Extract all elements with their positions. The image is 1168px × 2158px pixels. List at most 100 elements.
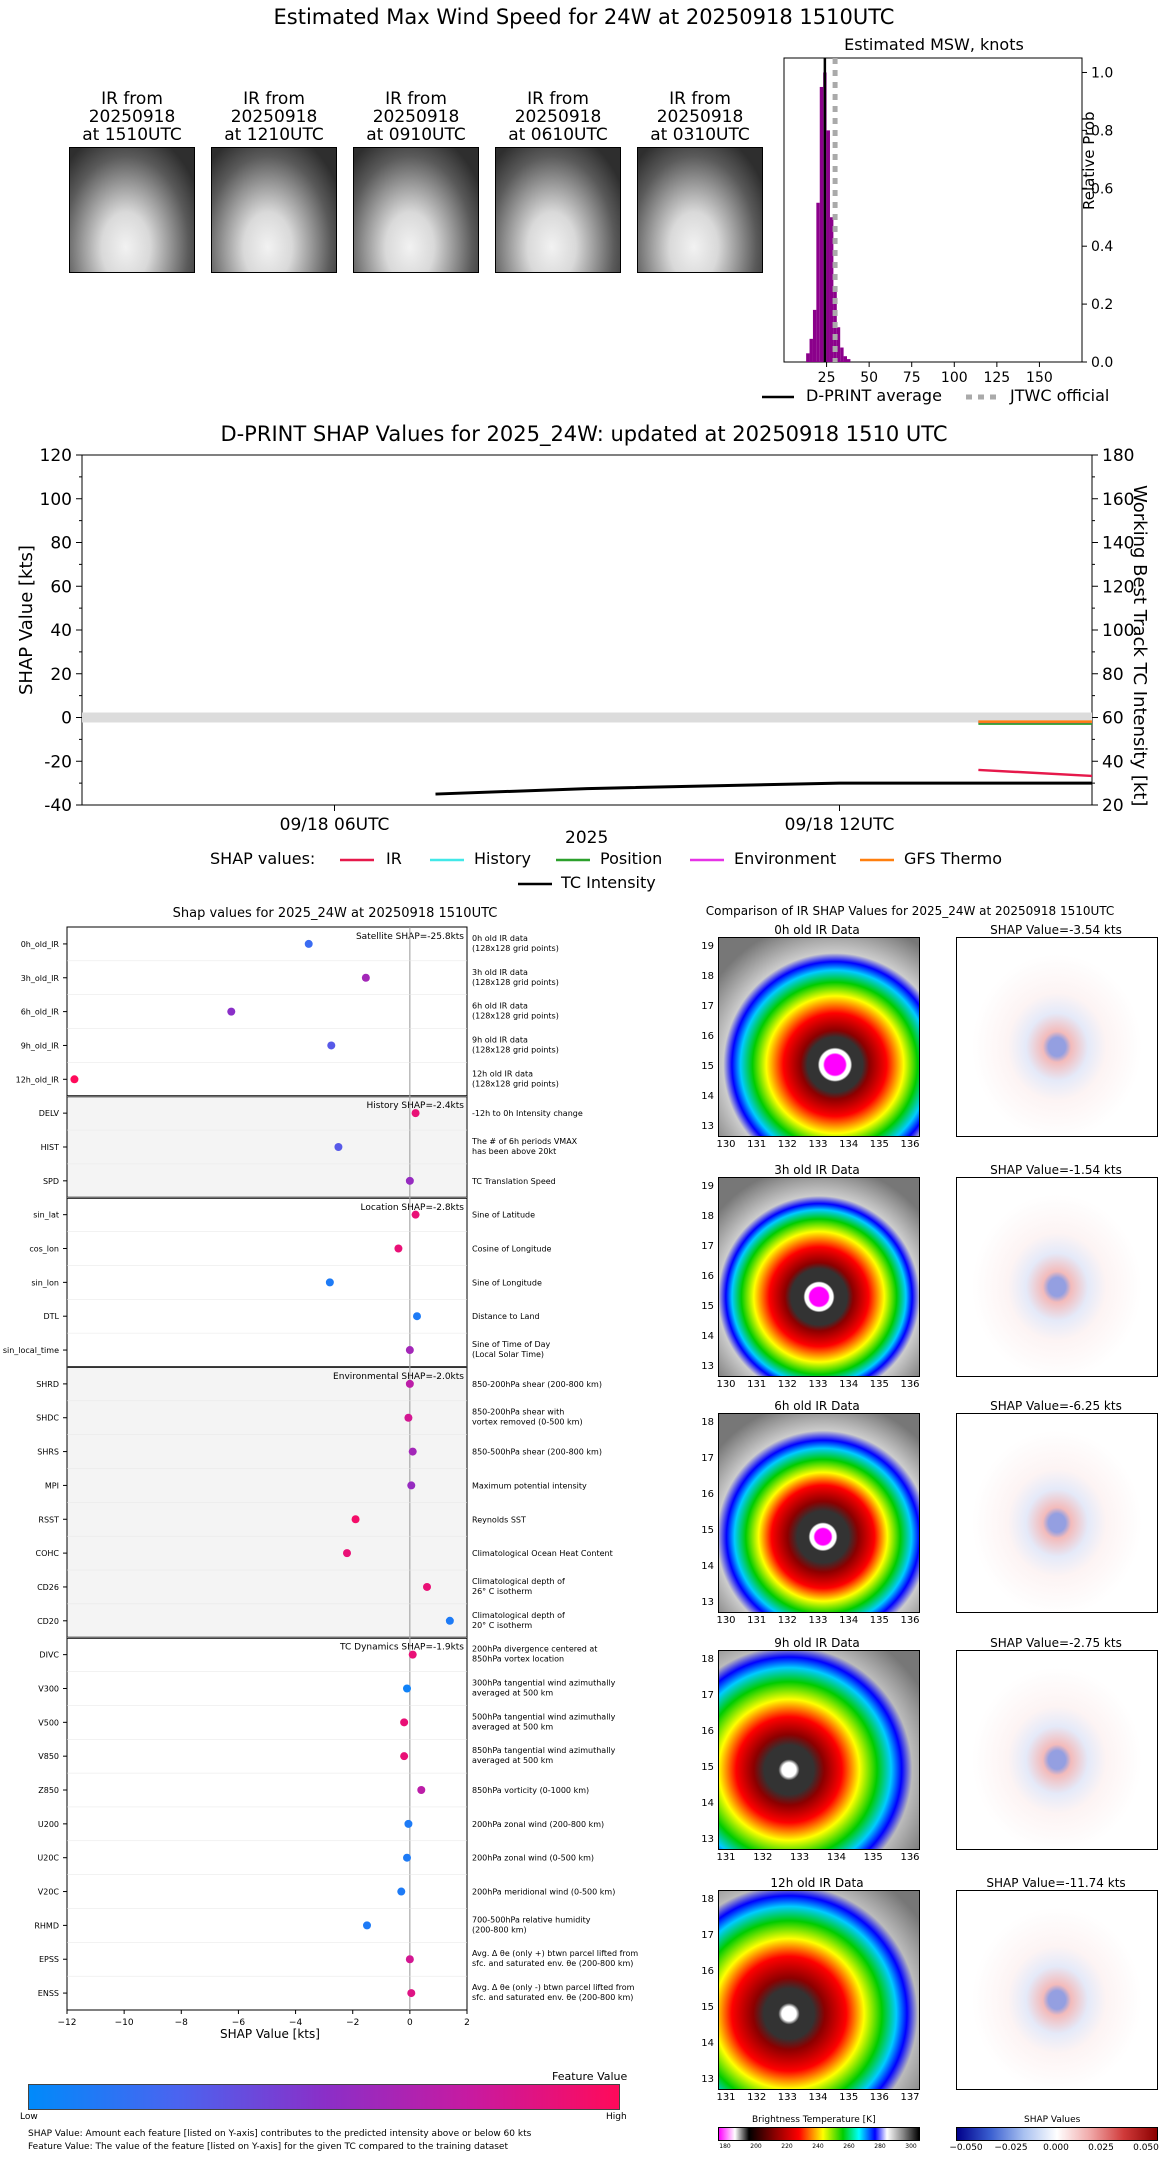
feature-description: 6h old IR data [472, 1002, 528, 1011]
ir-ytick-label: 18 [701, 1211, 714, 1222]
ir-ytick-label: 15 [701, 1061, 714, 1072]
ytick-left-label: 120 [40, 446, 72, 466]
msw-bar [840, 347, 844, 362]
feature-name: DIVC [39, 1651, 59, 1660]
feature-shap-point [405, 1379, 414, 1388]
feature-description: TC Translation Speed [471, 1177, 556, 1186]
bt-tick-label: 200 [750, 2143, 762, 2150]
ir-ytick-label: 13 [701, 1361, 714, 1372]
feature-name: 6h_old_IR [21, 1008, 60, 1017]
ir-xtick-label: 136 [900, 1379, 920, 1390]
feature-description: Sine of Time of Day [472, 1340, 551, 1349]
group-label: Location SHAP=-2.8kts [360, 1203, 464, 1213]
msw-bar [816, 202, 820, 362]
shap-heatmap [956, 1650, 1158, 1850]
ir-ytick-label: 13 [701, 1597, 714, 1608]
feature-xtick-label: −10 [115, 2018, 134, 2028]
ir-xtick-label: 131 [716, 2092, 736, 2103]
legend-tc-intensity: TC Intensity [561, 873, 656, 892]
ytick-right-label: 40 [1102, 752, 1124, 772]
ir-thumbnail [69, 147, 195, 273]
colorbar-title: Feature Value [552, 2070, 628, 2083]
feature-name: HIST [41, 1143, 59, 1152]
ytick-right-label: 160 [1102, 490, 1134, 510]
feature-name: V300 [38, 1684, 59, 1693]
ir-xtick-label: 131 [747, 1379, 767, 1390]
ir-thumbnail [353, 147, 479, 273]
feature-shap-point [400, 1752, 409, 1761]
ir-ytick-label: 17 [701, 1241, 714, 1252]
feature-xlabel: SHAP Value [kts] [220, 2027, 320, 2041]
ytick-left-label: 20 [50, 665, 72, 685]
feature-description: averaged at 500 km [472, 1688, 553, 1697]
feature-name: RSST [38, 1515, 59, 1524]
ir-thumb-label: IR from 20250918 at 0610UTC [508, 89, 608, 145]
ir-xtick-label: 130 [716, 1379, 736, 1390]
msw-xtick-label: 100 [941, 370, 968, 386]
bt-tick-label: 280 [874, 2143, 886, 2150]
feature-shap-point [343, 1549, 351, 1558]
shap-tick-label: 0.025 [1088, 2143, 1114, 2153]
ir-ytick-label: 18 [701, 1654, 714, 1665]
shap-tick-label: −0.025 [994, 2143, 1028, 2153]
msw-bar [806, 353, 810, 362]
feature-name: ENSS [38, 1989, 59, 1998]
ir-ytick-label: 13 [701, 2074, 714, 2085]
feature-description: (Local Solar Time) [472, 1350, 544, 1359]
shap-panel-title: SHAP Value=-11.74 kts [986, 1876, 1126, 1890]
ytick-right-label: 180 [1102, 446, 1134, 466]
ir-ytick-label: 16 [701, 1726, 714, 1737]
feature-shap-point [363, 1921, 371, 1930]
feature-description: sfc. and saturated env. θe (200-800 km) [472, 1993, 633, 2002]
feature-description: 850-200hPa shear (200-800 km) [472, 1380, 602, 1389]
feature-description: 850hPa vortex location [472, 1655, 564, 1664]
ytick-right-label: 80 [1102, 665, 1124, 685]
ir-xtick-label: 130 [716, 1615, 736, 1626]
ytick-right-label: 20 [1102, 796, 1124, 816]
ir-ytick-label: 14 [701, 2038, 714, 2049]
shap-tick-label: 0.000 [1043, 2143, 1069, 2153]
msw-bar [829, 217, 834, 362]
bt-tick-label: 260 [843, 2143, 855, 2150]
ir-image [718, 937, 920, 1137]
feature-name: sin_local_time [3, 1346, 59, 1355]
msw-chart: 25 50 75 100 125 150 0.0 0.2 0.4 0.6 0.8 1.0 [783, 57, 1113, 386]
feature-name: SPD [43, 1177, 59, 1186]
ir-ytick-label: 17 [701, 1930, 714, 1941]
group-shading [67, 1096, 467, 1198]
shap-panel-title: SHAP Value=-2.75 kts [990, 1636, 1122, 1650]
ytick-left-label: 60 [50, 577, 72, 597]
feature-shap-point [407, 1989, 416, 1998]
feature-shap-point [304, 939, 313, 948]
ir-thumb-label: IR from 20250918 at 0310UTC [650, 89, 750, 145]
msw-ytick-label: 0.6 [1091, 181, 1113, 197]
legend-dprint: D-PRINT average [806, 386, 942, 405]
feature-description: 12h old IR data [472, 1069, 533, 1078]
bt-colorbar-title: Brightness Temperature [K] [752, 2115, 876, 2125]
feature-description: 850hPa tangential wind azimuthally [472, 1746, 616, 1755]
feature-name: 9h_old_IR [21, 1041, 60, 1050]
shap-heatmap [956, 1177, 1158, 1377]
group-label: History SHAP=-2.4kts [367, 1101, 465, 1111]
shap-heatmap [956, 937, 1158, 1137]
ir-thumb-label: IR from 20250918 at 0910UTC [366, 89, 466, 145]
feature-shap-point [411, 1109, 420, 1118]
feature-shap-point [405, 1346, 414, 1355]
ir-ytick-label: 18 [701, 1894, 714, 1905]
msw-xtick-label: 125 [983, 370, 1010, 386]
feature-description: sfc. and saturated env. θe (200-800 km) [472, 1959, 633, 1968]
ytick-left-label: 100 [40, 490, 72, 510]
feature-name: EPSS [39, 1955, 59, 1964]
feature-panel-title: Shap values for 2025_24W at 20250918 151… [172, 906, 498, 921]
ir-ytick-label: 17 [701, 1690, 714, 1701]
ytick-left-label: 80 [50, 534, 72, 554]
ir-image [718, 1413, 920, 1613]
feature-xtick-label: 2 [464, 2018, 470, 2028]
ir-thumb-label: IR from 20250918 at 1510UTC [82, 89, 182, 145]
feature-name: SHDC [36, 1414, 59, 1423]
ir-xtick-label: 132 [753, 1852, 773, 1863]
ir-ytick-label: 16 [701, 1271, 714, 1282]
msw-chart-title: Estimated MSW, knots [844, 35, 1024, 54]
msw-ytick-label: 0.4 [1091, 239, 1113, 255]
